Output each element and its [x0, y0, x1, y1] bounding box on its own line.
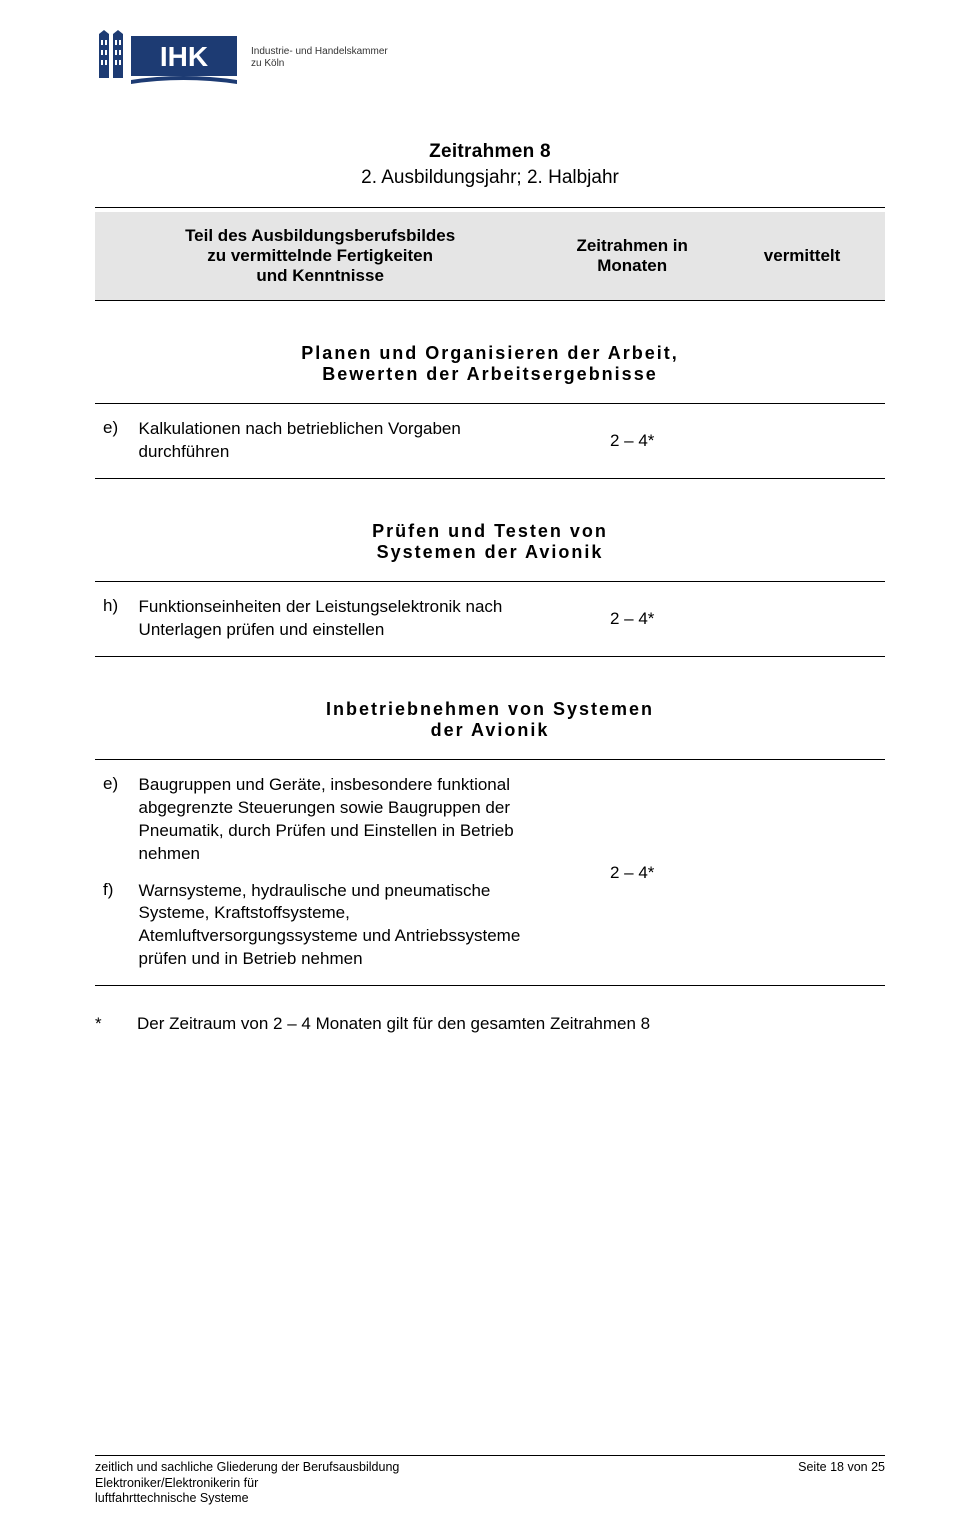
row-desc: Warnsysteme, hydraulische und pneumatisc… — [131, 880, 546, 986]
table-row: h) Funktionseinheiten der Leistungselekt… — [95, 581, 885, 656]
section-3-h1: Inbetriebnehmen von Systemen — [95, 699, 885, 720]
logo-acronym: IHK — [160, 41, 208, 72]
section-1-h2: Bewerten der Arbeitsergebnisse — [95, 364, 885, 385]
footer-left: zeitlich und sachliche Gliederung der Be… — [95, 1460, 399, 1507]
logo-org-line2: zu Köln — [251, 58, 388, 70]
section-1-table: e) Kalkulationen nach betrieblichen Vorg… — [95, 403, 885, 479]
footer-left-l1: zeitlich und sachliche Gliederung der Be… — [95, 1460, 399, 1476]
table-row: e) Baugruppen und Geräte, insbesondere f… — [95, 759, 885, 879]
section-3-heading: Inbetriebnehmen von Systemen der Avionik — [95, 681, 885, 759]
header-col3: vermittelt — [719, 212, 885, 300]
header-col2-l2: Monaten — [555, 256, 709, 276]
row-label: h) — [95, 581, 131, 656]
header-table: Teil des Ausbildungsberufsbildes zu verm… — [95, 212, 885, 300]
row-desc: Kalkulationen nach betrieblichen Vorgabe… — [131, 404, 546, 479]
footnote: * Der Zeitraum von 2 – 4 Monaten gilt fü… — [95, 1014, 885, 1034]
footnote-text: Der Zeitraum von 2 – 4 Monaten gilt für … — [137, 1014, 650, 1034]
section-2-h1: Prüfen und Testen von — [95, 521, 885, 542]
header-col2-l1: Zeitrahmen in — [555, 236, 709, 256]
section-1-h1: Planen und Organisieren der Arbeit, — [95, 343, 885, 364]
title-sub: 2. Ausbildungsjahr; 2. Halbjahr — [95, 167, 885, 189]
page-footer: zeitlich und sachliche Gliederung der Be… — [95, 1455, 885, 1507]
header-col1-l1: Teil des Ausbildungsberufsbildes — [105, 226, 535, 246]
row-label: e) — [95, 759, 131, 879]
title-main: Zeitrahmen 8 — [95, 141, 885, 163]
footer-left-l3: luftfahrttechnische Systeme — [95, 1491, 399, 1507]
row-desc: Funktionseinheiten der Leistungselektron… — [131, 581, 546, 656]
row-label: f) — [95, 880, 131, 986]
header-col1: Teil des Ausbildungsberufsbildes zu verm… — [95, 212, 545, 300]
row-value-merged: 2 – 4* — [545, 759, 719, 986]
section-1-heading: Planen und Organisieren der Arbeit, Bewe… — [95, 325, 885, 403]
table-row: e) Kalkulationen nach betrieblichen Vorg… — [95, 404, 885, 479]
logo-org-text: Industrie- und Handelskammer zu Köln — [251, 46, 388, 70]
section-2-h2: Systemen der Avionik — [95, 542, 885, 563]
header-col1-l2: zu vermittelnde Fertigkeiten — [105, 246, 535, 266]
header-col3-text: vermittelt — [764, 246, 841, 265]
row-label: e) — [95, 404, 131, 479]
row-desc: Baugruppen und Geräte, insbesondere funk… — [131, 759, 546, 879]
section-2-table: h) Funktionseinheiten der Leistungselekt… — [95, 581, 885, 657]
row-extra — [719, 581, 885, 656]
footer-page: Seite 18 von 25 — [798, 1460, 885, 1476]
section-2-heading: Prüfen und Testen von Systemen der Avion… — [95, 503, 885, 581]
header-col2: Zeitrahmen in Monaten — [545, 212, 719, 300]
ihk-logo: IHK — [95, 30, 243, 86]
row-extra — [719, 759, 885, 986]
logo-block: IHK Industrie- und Handelskammer zu Köln — [95, 30, 885, 86]
footnote-star: * — [95, 1014, 113, 1034]
row-value: 2 – 4* — [545, 404, 719, 479]
row-extra — [719, 404, 885, 479]
section-3-h2: der Avionik — [95, 720, 885, 741]
row-value: 2 – 4* — [545, 581, 719, 656]
section-3-table: e) Baugruppen und Geräte, insbesondere f… — [95, 759, 885, 987]
title-block: Zeitrahmen 8 2. Ausbildungsjahr; 2. Halb… — [95, 141, 885, 189]
header-col1-l3: und Kenntnisse — [105, 266, 535, 286]
footer-left-l2: Elektroniker/Elektronikerin für — [95, 1476, 399, 1492]
logo-org-line1: Industrie- und Handelskammer — [251, 46, 388, 58]
